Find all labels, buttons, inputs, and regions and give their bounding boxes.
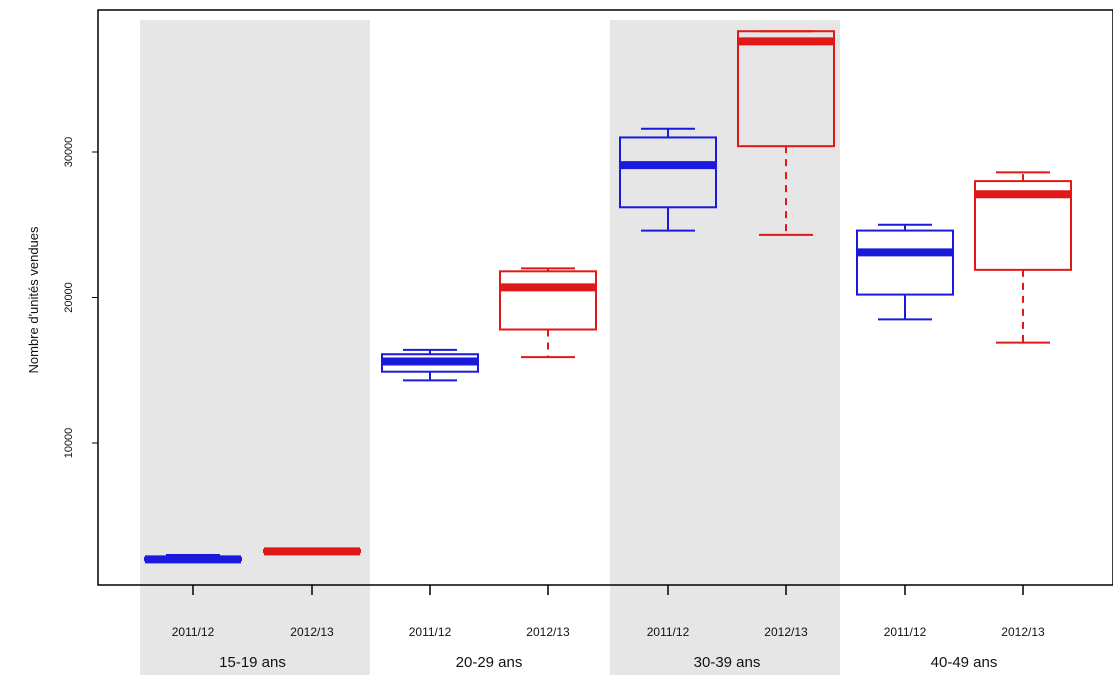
box-body (737, 30, 835, 148)
group-label: 20-29 ans (456, 654, 523, 671)
group-bands (140, 20, 840, 675)
box-8 (974, 171, 1072, 344)
box-body (974, 180, 1072, 271)
x-tick-label: 2011/12 (884, 625, 927, 639)
group-label: 40-49 ans (931, 654, 998, 671)
y-tick-label: 10000 (63, 428, 75, 459)
box-4 (499, 267, 597, 359)
x-tick-label: 2011/12 (409, 625, 452, 639)
x-tick-label: 2012/13 (526, 625, 570, 639)
box-7 (856, 223, 954, 321)
x-tick-label: 2012/13 (1001, 625, 1045, 639)
box-2 (263, 547, 361, 556)
x-tick-label: 2011/12 (172, 625, 215, 639)
box-3 (381, 348, 479, 382)
group-label: 30-39 ans (694, 654, 761, 671)
box-body (619, 136, 717, 209)
boxes-layer (144, 30, 1072, 564)
box-1 (144, 554, 242, 564)
group-band-3 (610, 20, 840, 675)
y-axis-title: Nombre d'unités vendues (26, 226, 41, 374)
group-label: 15-19 ans (219, 654, 286, 671)
box-body (856, 229, 954, 296)
box-6 (737, 30, 835, 236)
y-tick-label: 20000 (63, 282, 75, 313)
x-tick-label: 2011/12 (647, 625, 690, 639)
y-axis: 10000 20000 30000 (63, 137, 98, 459)
box-5 (619, 127, 717, 232)
y-tick-label: 30000 (63, 137, 75, 168)
x-tick-label: 2012/13 (290, 625, 334, 639)
box-body (499, 270, 597, 331)
group-band-1 (140, 20, 370, 675)
x-axis: 2011/12 2012/13 2011/12 2012/13 2011/12 2012/… (172, 585, 1045, 671)
x-tick-label: 2012/13 (764, 625, 808, 639)
